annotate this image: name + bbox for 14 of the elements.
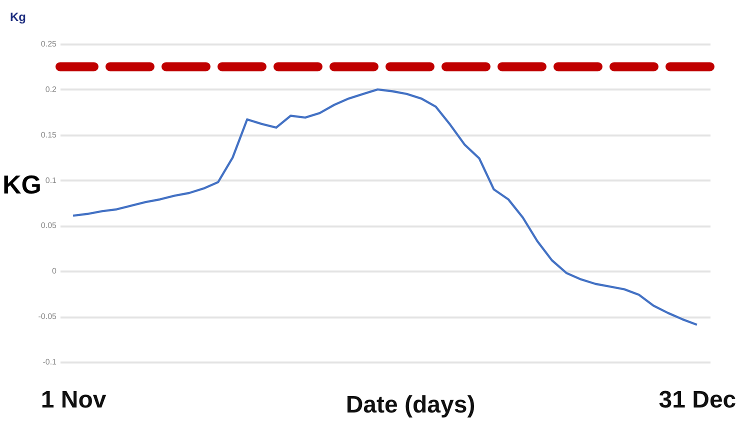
x-axis-title: Date (days)	[346, 392, 476, 418]
y-tick-label: 0.25	[40, 40, 58, 48]
y-tick-label: -0.1	[42, 358, 58, 366]
text: Kg	[10, 10, 26, 24]
x-tick-label: 1 Nov	[40, 386, 107, 414]
line-series	[72, 88, 698, 326]
y-axis-title: KG	[2, 170, 42, 200]
x-tick-label: 31 Dec	[658, 386, 736, 414]
y-tick-label: -0.05	[38, 312, 58, 322]
y-tick-label: 0.1	[45, 176, 58, 185]
y-tick-label: 0	[52, 266, 58, 276]
y-tick-label: 0.15	[40, 130, 58, 140]
y-tick-label: 0.2	[45, 84, 58, 94]
y-tick-label: 0.05	[40, 221, 58, 230]
